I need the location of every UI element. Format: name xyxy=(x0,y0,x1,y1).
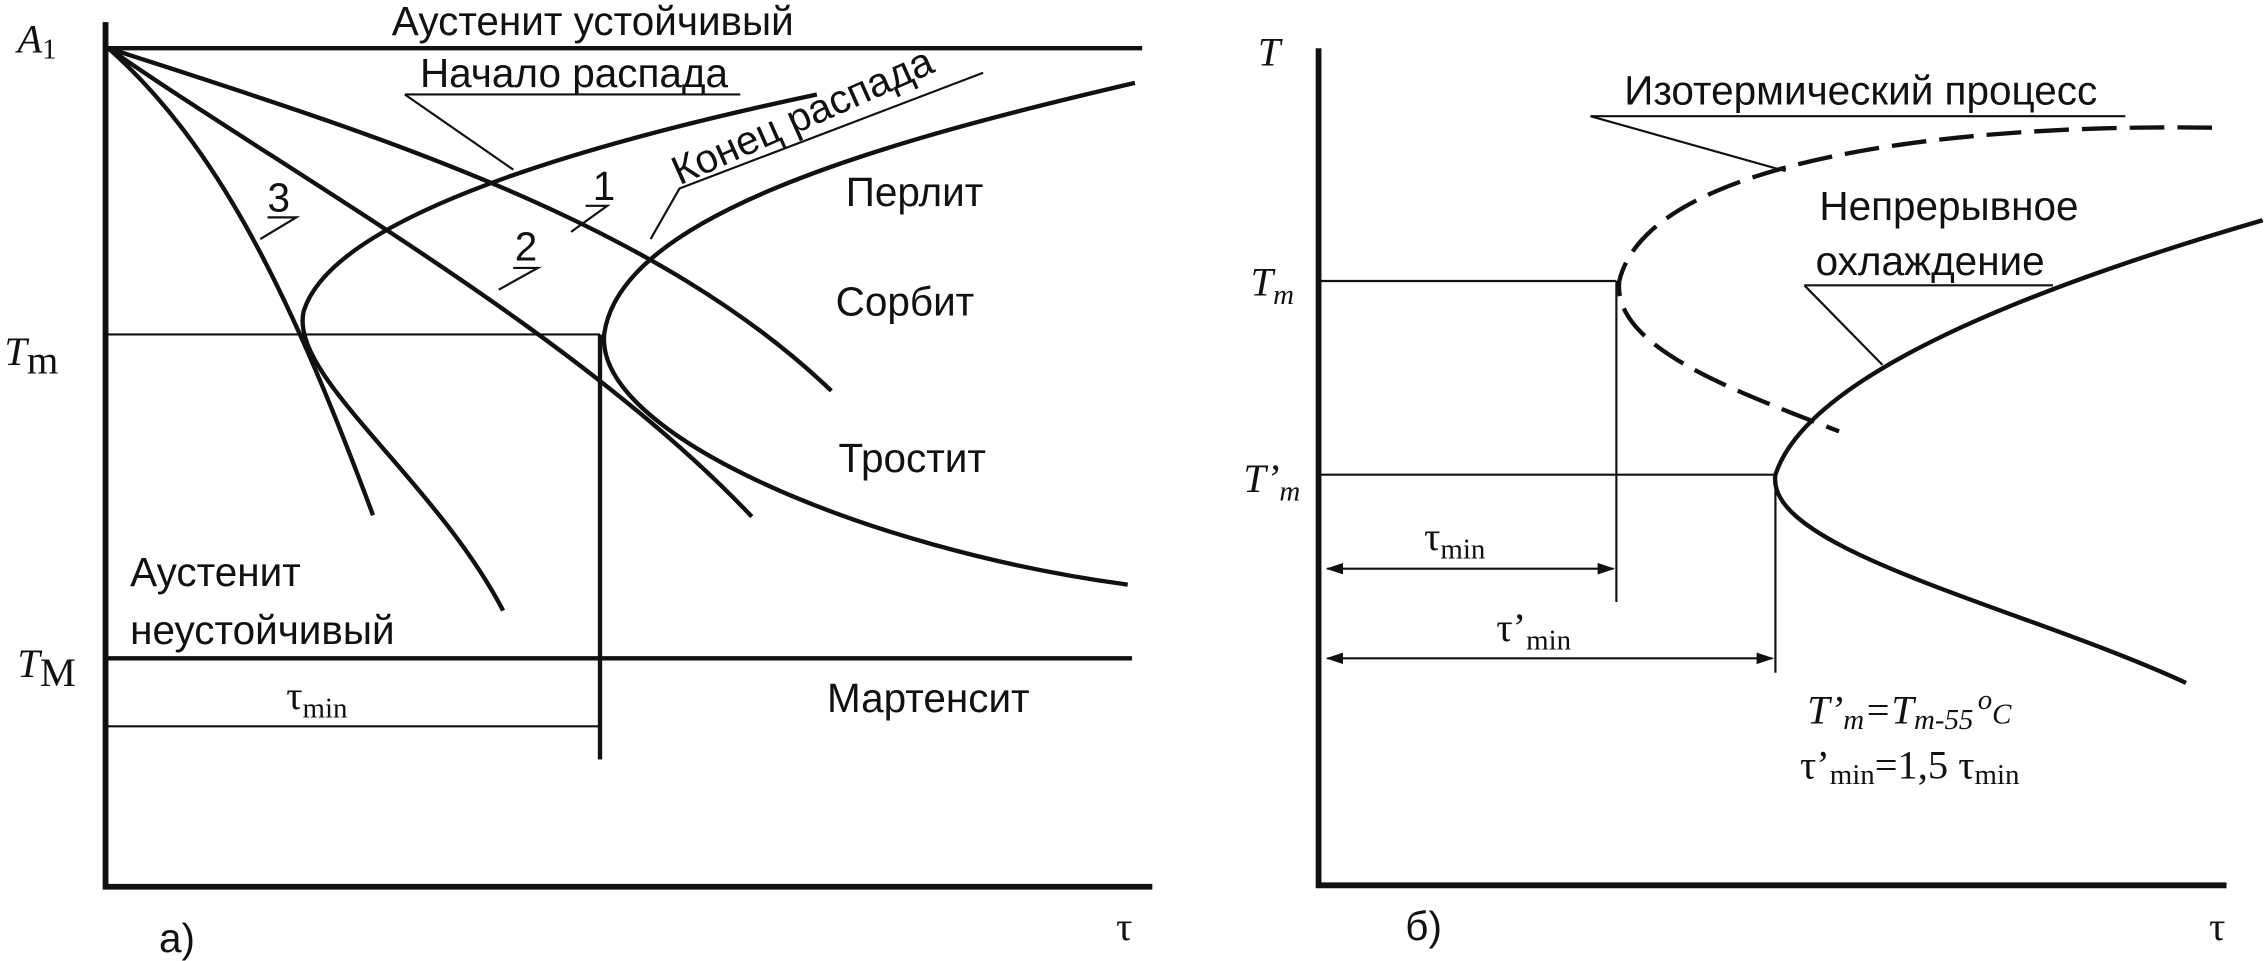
leader xyxy=(259,71,984,291)
text-part: m-55 xyxy=(1914,704,1973,736)
label: Мартенсит xyxy=(827,675,1030,721)
caption: б) xyxy=(1405,903,1442,949)
axes xyxy=(1315,48,2227,889)
axes xyxy=(102,22,1153,890)
axis-label: τ xyxy=(1116,904,1132,949)
label: 2 xyxy=(515,224,538,270)
leader xyxy=(1590,115,2126,366)
label: τmin xyxy=(1424,514,1486,566)
end-curve xyxy=(602,80,1136,587)
panel-b: Изотермический процесс Непрерывное охлаж… xyxy=(1243,30,2264,949)
continuous-curve xyxy=(1773,218,2264,685)
text-part: m xyxy=(1843,704,1864,736)
text-part: T xyxy=(1251,259,1276,304)
text-part: min xyxy=(303,693,349,725)
panel-a: Аустенит устойчивый Начало распада Конец… xyxy=(4,0,1153,961)
label: Сорбит xyxy=(836,279,975,325)
text-part: m xyxy=(1279,476,1300,508)
start-curve xyxy=(300,92,818,612)
isothermal-curve xyxy=(1617,125,2213,434)
text-part: A xyxy=(14,17,42,62)
label: неустойчивый xyxy=(130,607,395,653)
text-part: min xyxy=(1830,759,1876,791)
formula: T’m=Tm-55oC xyxy=(1807,684,2012,736)
text-part: min xyxy=(1526,625,1572,657)
label: A1 xyxy=(14,17,56,66)
label: 1 xyxy=(593,163,616,209)
label: τmin xyxy=(286,673,348,725)
curve-1 xyxy=(107,46,833,393)
text-part: C xyxy=(1992,698,2012,730)
label: охлаждение xyxy=(1816,238,2045,284)
label: T’m xyxy=(1243,456,1300,508)
axis-label: τ xyxy=(2209,904,2225,949)
label: Tm xyxy=(4,329,58,383)
text-part: min xyxy=(1975,759,2021,791)
text-part: =T xyxy=(1864,687,1916,732)
text-part: τ’ xyxy=(1496,605,1526,650)
label: Тростит xyxy=(839,435,986,481)
text-part: m xyxy=(1273,279,1294,311)
text-part: T’ xyxy=(1243,456,1279,501)
label: τ’min xyxy=(1496,605,1571,657)
text-part: 1 xyxy=(42,33,56,65)
leader xyxy=(404,93,741,171)
label: Перлит xyxy=(846,169,983,215)
text-part: τ’ xyxy=(1800,742,1830,787)
caption: а) xyxy=(159,915,195,961)
label: Изотермический процесс xyxy=(1624,68,2097,114)
text-part: min xyxy=(1440,534,1486,566)
label: Аустенит устойчивый xyxy=(392,0,794,44)
label: Аустенит xyxy=(130,549,301,595)
label: Начало распада xyxy=(420,50,729,96)
curve-3 xyxy=(106,46,376,516)
text-part: m xyxy=(27,338,58,383)
label: 3 xyxy=(267,175,290,221)
label: Tm xyxy=(1251,259,1294,311)
text-part: T xyxy=(4,329,29,374)
curve-2 xyxy=(107,46,754,519)
label: Непрерывное xyxy=(1819,183,2078,229)
text-part: М xyxy=(40,650,76,695)
text-part: =1,5 τ xyxy=(1875,742,1975,787)
level-lines xyxy=(1318,279,1776,476)
vertical-lines xyxy=(1615,280,1777,673)
label: TМ xyxy=(17,641,76,695)
text-part: T xyxy=(17,641,42,686)
text-part: τ xyxy=(1424,514,1440,559)
label: T xyxy=(1258,30,1283,75)
text-part: o xyxy=(1978,684,1992,716)
formula: τ’min=1,5 τmin xyxy=(1800,742,2020,791)
text-part: τ xyxy=(286,673,302,718)
text-part: T’ xyxy=(1807,687,1843,732)
